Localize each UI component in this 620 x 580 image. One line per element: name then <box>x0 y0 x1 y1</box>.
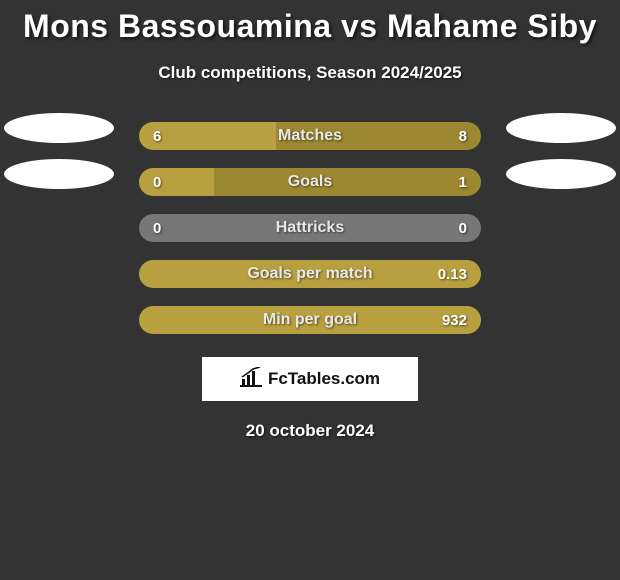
brand-badge: FcTables.com <box>202 357 418 401</box>
stat-row: Goals01 <box>0 159 620 205</box>
stat-row: Matches68 <box>0 113 620 159</box>
page-title: Mons Bassouamina vs Mahame Siby <box>0 0 620 45</box>
brand-text: FcTables.com <box>268 369 380 389</box>
stat-bar-left-seg <box>139 214 481 242</box>
stat-bar-left-seg <box>139 168 214 196</box>
stat-row: Hattricks00 <box>0 205 620 251</box>
player-left-marker <box>4 159 114 189</box>
stat-bar-right-seg <box>214 168 481 196</box>
stat-bar: Goals per match0.13 <box>139 260 481 288</box>
stat-bar: Matches68 <box>139 122 481 150</box>
stat-row: Goals per match0.13 <box>0 251 620 297</box>
stat-bar-left-seg <box>139 122 276 150</box>
chart-icon <box>240 367 262 392</box>
stat-bar-left-seg <box>139 306 481 334</box>
stats-container: Matches68 Goals01 Hattricks00 Goals per mat… <box>0 113 620 343</box>
stat-bar: Hattricks00 <box>139 214 481 242</box>
player-right-marker <box>506 113 616 143</box>
player-right-marker <box>506 159 616 189</box>
stat-row: Min per goal932 <box>0 297 620 343</box>
stat-bar: Goals01 <box>139 168 481 196</box>
player-left-marker <box>4 113 114 143</box>
subtitle: Club competitions, Season 2024/2025 <box>0 63 620 83</box>
stat-bar-right-seg <box>276 122 481 150</box>
date-label: 20 october 2024 <box>0 421 620 441</box>
stat-bar: Min per goal932 <box>139 306 481 334</box>
stat-bar-left-seg <box>139 260 481 288</box>
